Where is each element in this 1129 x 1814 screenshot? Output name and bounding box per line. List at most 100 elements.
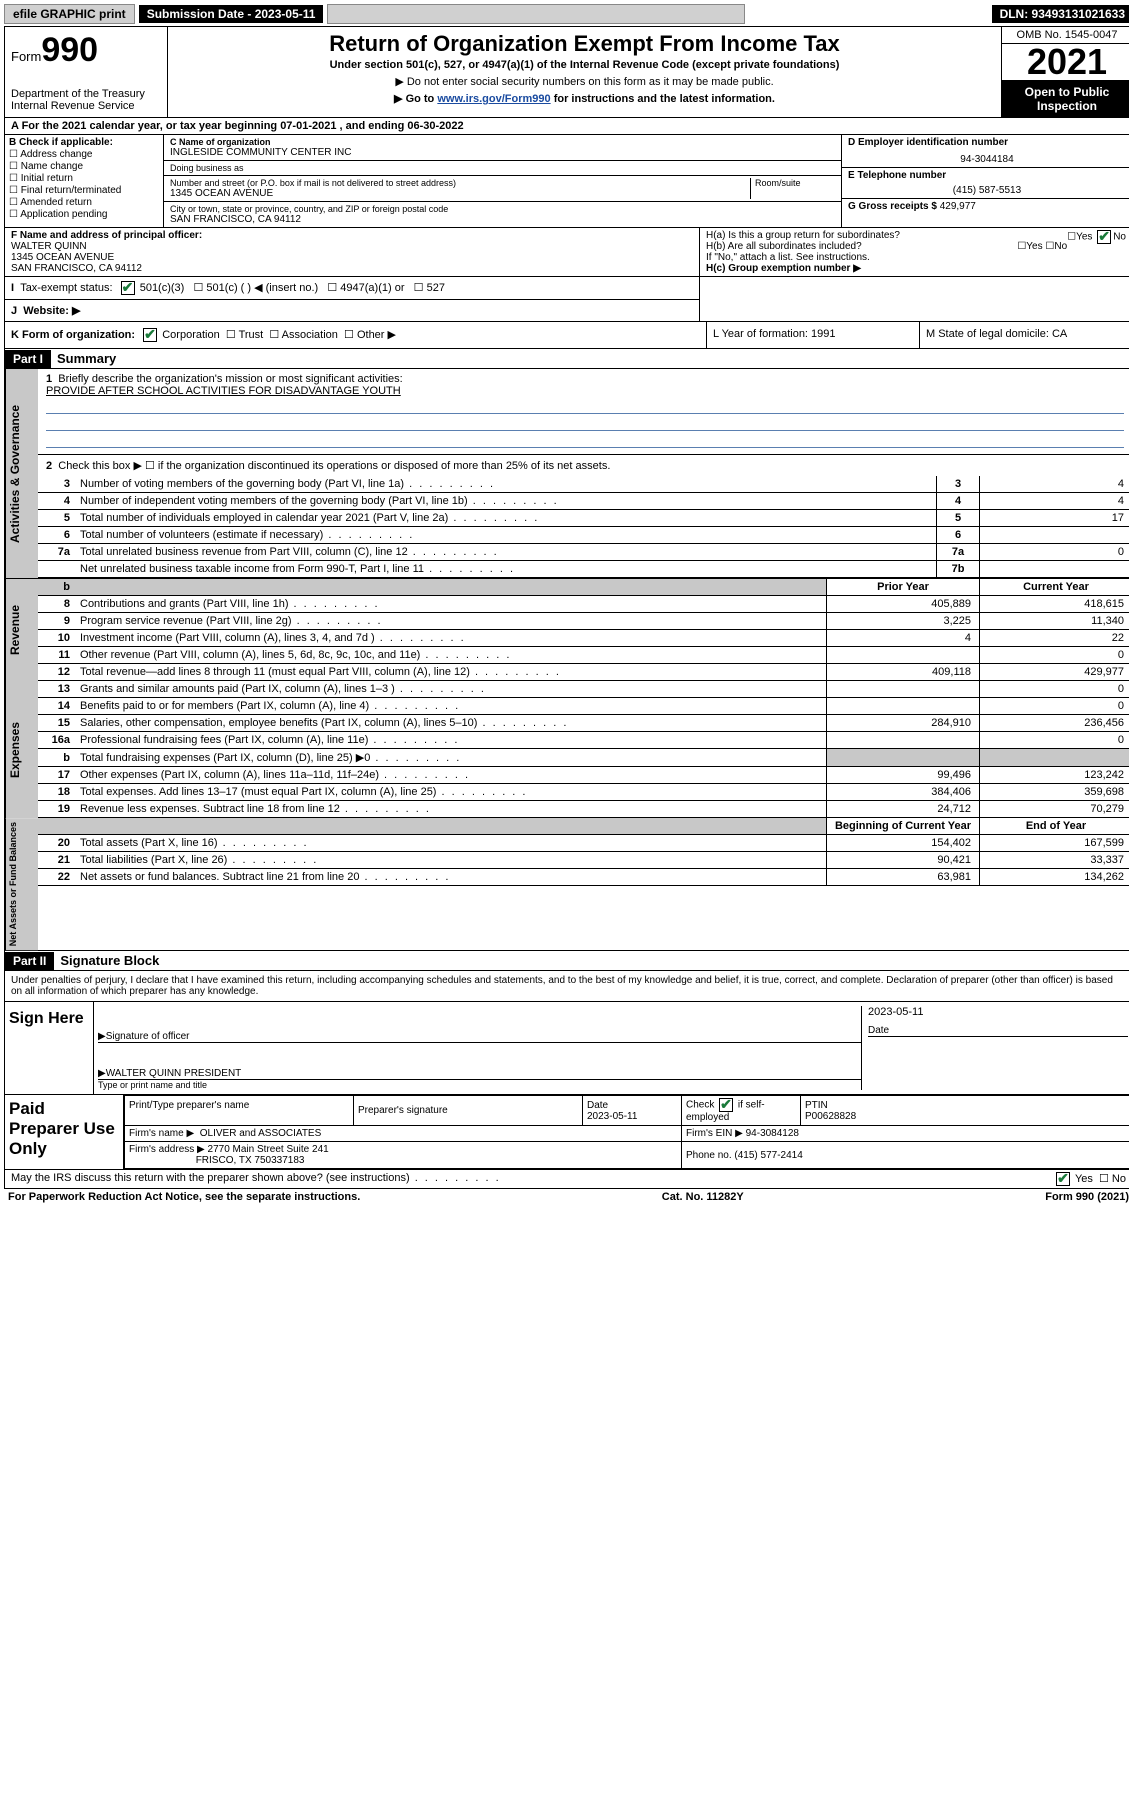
- tab-expenses: Expenses: [5, 681, 38, 818]
- submission-date-label: Submission Date - 2023-05-11: [139, 5, 324, 23]
- city-value: SAN FRANCISCO, CA 94112: [170, 214, 835, 225]
- col-c-org-info: C Name of organization INGLESIDE COMMUNI…: [164, 135, 841, 227]
- row-f-h: F Name and address of principal officer:…: [5, 228, 1129, 277]
- officer-label: F Name and address of principal officer:: [11, 230, 693, 241]
- top-toolbar: efile GRAPHIC print Submission Date - 20…: [4, 4, 1129, 24]
- row-a-period: A For the 2021 calendar year, or tax yea…: [5, 118, 1129, 135]
- ha-label: H(a) Is this a group return for subordin…: [706, 230, 900, 241]
- page-footer: For Paperwork Reduction Act Notice, see …: [4, 1189, 1129, 1205]
- officer-name: WALTER QUINN: [11, 241, 693, 252]
- org-name: INGLESIDE COMMUNITY CENTER INC: [170, 147, 835, 158]
- chk-501c3[interactable]: [121, 281, 135, 295]
- addr-value: 1345 OCEAN AVENUE: [170, 188, 750, 199]
- chk-address-change[interactable]: ☐ Address change: [9, 149, 159, 160]
- na-header-row: Beginning of Current Year End of Year: [38, 818, 1129, 835]
- efile-button[interactable]: efile GRAPHIC print: [4, 4, 135, 24]
- firm-ein-label: Firm's EIN ▶: [686, 1128, 743, 1139]
- table-row: 17Other expenses (Part IX, column (A), l…: [38, 767, 1129, 784]
- tab-revenue: Revenue: [5, 579, 38, 681]
- dept-label: Department of the Treasury: [11, 88, 161, 100]
- part2-header-row: Part II Signature Block: [5, 951, 1129, 971]
- firm-phone-value: (415) 577-2414: [734, 1150, 802, 1161]
- rev-header-row: b Prior Year Current Year: [38, 579, 1129, 596]
- col-d-to-g: D Employer identification number 94-3044…: [841, 135, 1129, 227]
- col-b-label: B Check if applicable:: [9, 137, 159, 148]
- col-h-group: H(a) Is this a group return for subordin…: [700, 228, 1129, 276]
- form-number: 990: [41, 31, 98, 69]
- chk-self-employed[interactable]: [719, 1098, 733, 1112]
- col-k-form-org: K Form of organization: Corporation ☐ Tr…: [5, 322, 707, 348]
- section-b-to-g: B Check if applicable: ☐ Address change …: [5, 135, 1129, 228]
- form-header: Form990 Department of the Treasury Inter…: [5, 27, 1129, 118]
- ptin-value: P00628828: [805, 1111, 856, 1122]
- q2-block: 2 Check this box ▶ ☐ if the organization…: [38, 455, 1129, 476]
- chk-app-pending[interactable]: ☐ Application pending: [9, 209, 159, 220]
- form-subtitle: Under section 501(c), 527, or 4947(a)(1)…: [172, 59, 997, 71]
- table-row: 8Contributions and grants (Part VIII, li…: [38, 596, 1129, 613]
- gross-value: 429,977: [940, 201, 976, 212]
- may-irs-text: May the IRS discuss this return with the…: [11, 1172, 501, 1186]
- table-row: 16aProfessional fundraising fees (Part I…: [38, 732, 1129, 749]
- table-row: 15Salaries, other compensation, employee…: [38, 715, 1129, 732]
- table-row: 21Total liabilities (Part X, line 26)90,…: [38, 852, 1129, 869]
- prep-sig-label: Preparer's signature: [358, 1105, 578, 1116]
- type-name-label: Type or print name and title: [98, 1080, 861, 1090]
- table-row: 22Net assets or fund balances. Subtract …: [38, 869, 1129, 886]
- hb-note: If "No," attach a list. See instructions…: [706, 252, 1126, 263]
- paid-preparer-table: Print/Type preparer's name Preparer's si…: [124, 1095, 1129, 1169]
- prep-date-label: Date: [587, 1100, 608, 1111]
- officer-addr1: 1345 OCEAN AVENUE: [11, 252, 693, 263]
- form-title-cell: Return of Organization Exempt From Incom…: [168, 27, 1001, 117]
- irs-link[interactable]: www.irs.gov/Form990: [437, 93, 550, 105]
- mission-text: PROVIDE AFTER SCHOOL ACTIVITIES FOR DISA…: [46, 385, 401, 397]
- chk-corporation[interactable]: [143, 328, 157, 342]
- form-id-cell: Form990 Department of the Treasury Inter…: [5, 27, 168, 117]
- prior-year-hdr: Prior Year: [827, 579, 980, 596]
- footer-mid: Cat. No. 11282Y: [662, 1191, 744, 1203]
- chk-may-irs-yes[interactable]: [1056, 1172, 1070, 1186]
- tab-net-assets: Net Assets or Fund Balances: [5, 818, 38, 950]
- table-row: 5Total number of individuals employed in…: [38, 510, 1129, 527]
- dln-label: DLN: 93493131021633: [992, 5, 1129, 23]
- ha-no-check[interactable]: [1097, 230, 1111, 244]
- ein-label: D Employer identification number: [848, 137, 1126, 148]
- table-row: 3Number of voting members of the governi…: [38, 476, 1129, 493]
- end-year-hdr: End of Year: [980, 818, 1129, 835]
- table-row: 4Number of independent voting members of…: [38, 493, 1129, 510]
- table-row: 11Other revenue (Part VIII, column (A), …: [38, 647, 1129, 664]
- org-name-label: C Name of organization: [170, 137, 835, 147]
- current-year-hdr: Current Year: [980, 579, 1129, 596]
- chk-amended-return[interactable]: ☐ Amended return: [9, 197, 159, 208]
- col-b-checkboxes: B Check if applicable: ☐ Address change …: [5, 135, 164, 227]
- row-j-website: J Website: ▶: [5, 300, 699, 321]
- chk-initial-return[interactable]: ☐ Initial return: [9, 173, 159, 184]
- firm-addr1: 2770 Main Street Suite 241: [208, 1144, 329, 1155]
- section-revenue: Revenue b Prior Year Current Year 8Contr…: [5, 578, 1129, 681]
- prep-self-employed: Check if self-employed: [682, 1096, 801, 1126]
- form-note1: ▶ Do not enter social security numbers o…: [172, 75, 997, 88]
- officer-name-line: ▶ WALTER QUINN PRESIDENT: [98, 1061, 861, 1080]
- table-row: 12Total revenue—add lines 8 through 11 (…: [38, 664, 1129, 681]
- chk-name-change[interactable]: ☐ Name change: [9, 161, 159, 172]
- ein-value: 94-3044184: [848, 154, 1126, 165]
- part1-badge: Part I: [5, 350, 51, 368]
- may-irs-row: May the IRS discuss this return with the…: [5, 1169, 1129, 1188]
- paid-preparer-row: Paid Preparer Use Only Print/Type prepar…: [5, 1094, 1129, 1169]
- sig-date-value: 2023-05-11: [868, 1006, 1128, 1018]
- table-row: Net unrelated business taxable income fr…: [38, 561, 1129, 578]
- row-i-j: I Tax-exempt status: 501(c)(3) ☐ 501(c) …: [5, 277, 1129, 322]
- table-row: 14Benefits paid to or for members (Part …: [38, 698, 1129, 715]
- chk-final-return[interactable]: ☐ Final return/terminated: [9, 185, 159, 196]
- table-row: 19Revenue less expenses. Subtract line 1…: [38, 801, 1129, 818]
- col-l-year: L Year of formation: 1991: [707, 322, 920, 348]
- row-k-l-m: K Form of organization: Corporation ☐ Tr…: [5, 322, 1129, 349]
- firm-name-value: OLIVER and ASSOCIATES: [200, 1128, 322, 1139]
- inspection-label: Open to Public Inspection: [1002, 81, 1129, 117]
- declaration-text: Under penalties of perjury, I declare th…: [5, 971, 1129, 1001]
- part1-title: Summary: [51, 349, 122, 368]
- table-row: 10Investment income (Part VIII, column (…: [38, 630, 1129, 647]
- governance-table: 3Number of voting members of the governi…: [38, 476, 1129, 578]
- col-m-state: M State of legal domicile: CA: [920, 322, 1129, 348]
- ptin-label: PTIN: [805, 1100, 828, 1111]
- tax-year: 2021: [1002, 44, 1129, 81]
